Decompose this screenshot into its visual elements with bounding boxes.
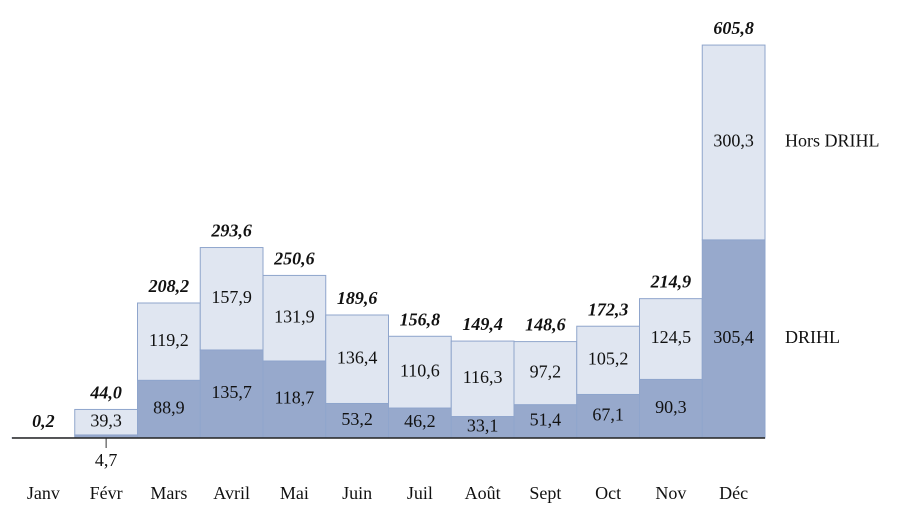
legend-label: Hors DRIHL: [785, 131, 880, 151]
total-label: 156,8: [400, 309, 441, 329]
bar-segment: [639, 378, 703, 439]
value-label: 88,9: [153, 397, 185, 417]
value-label: 4,7: [95, 450, 118, 470]
bar-segment: [576, 393, 640, 439]
total-label: 148,6: [525, 315, 566, 335]
bar-segment: [639, 298, 703, 380]
value-label: 33,1: [467, 415, 499, 435]
x-tick-label: Nov: [655, 483, 686, 503]
value-label: 305,4: [713, 327, 754, 347]
total-label: 172,3: [588, 299, 629, 319]
x-tick-label: Avril: [213, 483, 250, 503]
value-label: 118,7: [274, 388, 314, 408]
x-tick-label: Mai: [280, 483, 309, 503]
bar-segment: [137, 302, 201, 381]
value-label: 300,3: [713, 131, 754, 151]
value-label: 51,4: [530, 409, 562, 429]
value-label: 90,3: [655, 397, 687, 417]
total-label: 214,9: [650, 272, 692, 292]
total-label: 0,2: [32, 411, 55, 431]
x-tick-label: Sept: [529, 483, 561, 503]
bar-segment: [325, 314, 389, 404]
value-label: 46,2: [404, 411, 436, 431]
x-tick-label: Juil: [407, 483, 433, 503]
x-tick-label: Oct: [595, 483, 621, 503]
x-tick-label: Févr: [90, 483, 123, 503]
total-label: 605,8: [713, 18, 754, 38]
value-label: 97,2: [530, 361, 562, 381]
bar-segment: [576, 325, 640, 395]
bar-segment: [388, 335, 452, 409]
bar-segment: [262, 274, 327, 362]
value-label: 135,7: [211, 382, 252, 402]
total-label: 44,0: [89, 383, 122, 403]
bar-segment: [701, 239, 766, 439]
x-tick-label: Juin: [342, 483, 372, 503]
value-label: 119,2: [149, 330, 189, 350]
bar-segment: [701, 44, 766, 241]
x-tick-label: Déc: [719, 483, 748, 503]
total-label: 189,6: [337, 288, 378, 308]
bar-segment: [513, 341, 578, 406]
bar-segment: [199, 247, 264, 351]
value-label: 116,3: [463, 367, 503, 387]
total-label: 250,6: [273, 249, 315, 269]
total-label: 208,2: [148, 276, 190, 296]
value-label: 39,3: [90, 410, 122, 430]
x-tick-label: Mars: [150, 483, 187, 503]
value-label: 157,9: [211, 287, 252, 307]
x-tick-label: Août: [465, 483, 501, 503]
total-label: 149,4: [462, 314, 503, 334]
value-label: 136,4: [337, 347, 378, 367]
value-label: 131,9: [274, 306, 315, 326]
value-label: 67,1: [592, 404, 624, 424]
value-label: 124,5: [651, 327, 692, 347]
bar-segment: [450, 340, 515, 418]
value-label: 53,2: [341, 409, 373, 429]
x-tick-label: Janv: [27, 483, 60, 503]
legend-label: DRIHL: [785, 327, 840, 347]
bar-segment: [199, 349, 264, 439]
bar-segment: [74, 408, 138, 436]
value-label: 110,6: [400, 360, 440, 380]
value-label: 105,2: [588, 348, 629, 368]
total-label: 293,6: [210, 221, 252, 241]
